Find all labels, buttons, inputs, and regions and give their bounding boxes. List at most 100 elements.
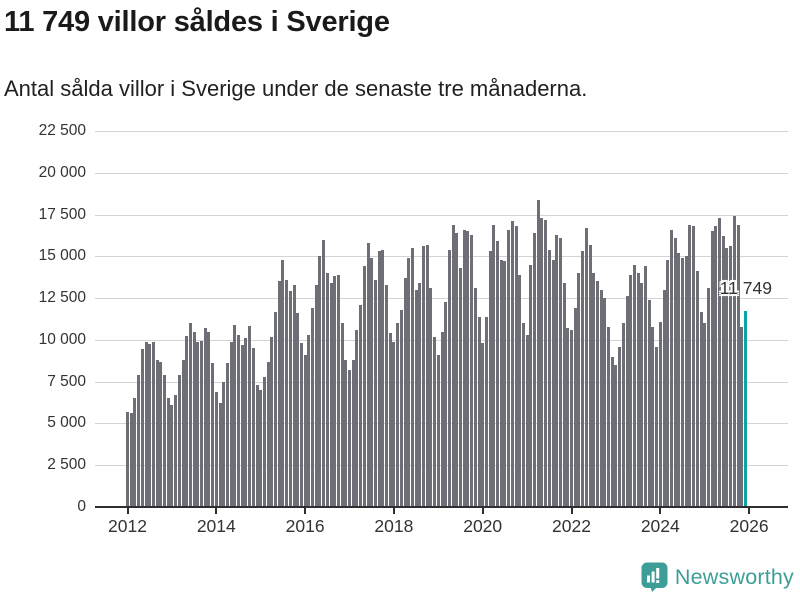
bar [222, 381, 226, 507]
bar [677, 253, 681, 507]
bar [362, 266, 366, 507]
bar [655, 346, 659, 507]
bar [429, 288, 433, 507]
bar [614, 365, 618, 507]
y-tick-label: 22 500 [38, 122, 86, 139]
y-tick-label: 15 000 [38, 247, 86, 265]
bar [177, 375, 181, 507]
bar [329, 283, 333, 507]
bar [625, 296, 629, 507]
bar [444, 301, 448, 507]
x-tick [748, 507, 751, 514]
bar [166, 397, 170, 507]
bar [303, 354, 307, 507]
bar [333, 276, 337, 507]
bar [418, 283, 422, 507]
bar [503, 261, 507, 507]
bar [618, 346, 622, 507]
x-tick-label: 2012 [108, 516, 147, 536]
bar [732, 216, 736, 507]
bar [185, 335, 189, 507]
bar [244, 338, 248, 507]
bar [466, 231, 470, 507]
bar [551, 259, 555, 507]
bar [385, 284, 388, 507]
x-tick-label: 2014 [196, 516, 236, 536]
bar [584, 227, 588, 507]
x-tick-label: 2026 [729, 516, 769, 536]
bar [514, 226, 518, 507]
bar [277, 281, 281, 507]
bar [373, 279, 377, 507]
bar [133, 397, 137, 507]
bar [729, 246, 733, 507]
bar [203, 328, 207, 507]
bar [425, 244, 429, 507]
bar [496, 241, 499, 507]
bar [285, 279, 289, 507]
x-tick-label: 2024 [640, 516, 680, 536]
bar [251, 348, 255, 507]
bar [163, 375, 166, 507]
bar [299, 343, 303, 507]
bar [148, 344, 152, 507]
bar [214, 391, 218, 507]
y-tick-label: 20 000 [38, 163, 86, 181]
bar [359, 304, 363, 507]
bar [488, 251, 492, 507]
bar [336, 274, 340, 507]
bar [270, 336, 274, 507]
bar [155, 359, 159, 507]
bar [351, 359, 355, 507]
bar [188, 323, 192, 507]
bar [255, 385, 259, 507]
newsworthy-brand-link[interactable]: Newsworthy [641, 562, 794, 592]
bar [603, 298, 607, 507]
bar [262, 376, 266, 507]
x-tick-label: 2022 [552, 516, 591, 536]
bar [695, 271, 699, 507]
bar [392, 341, 396, 507]
bar [669, 229, 673, 507]
bar [200, 340, 203, 507]
bar [403, 278, 407, 507]
bar [684, 256, 688, 507]
bar [159, 361, 163, 507]
bar [459, 268, 462, 507]
bar [325, 273, 329, 507]
bar [307, 334, 311, 507]
gridline [95, 131, 788, 132]
bar [644, 266, 647, 507]
bar [447, 249, 451, 507]
bar [558, 238, 562, 507]
bar [740, 326, 744, 507]
x-tick-label: 2020 [463, 516, 503, 536]
bar [521, 323, 525, 507]
bar [348, 370, 351, 507]
bar [433, 336, 437, 507]
bar [547, 249, 551, 507]
bar [266, 361, 270, 507]
bar [621, 323, 625, 507]
x-tick [570, 507, 573, 514]
y-tick-label: 0 [77, 498, 86, 515]
bar [688, 224, 692, 507]
bar [640, 283, 644, 507]
bar [636, 273, 640, 507]
bar [144, 341, 148, 507]
bar [237, 334, 240, 507]
bar [233, 324, 237, 507]
bar [370, 258, 374, 507]
bar [525, 334, 529, 507]
bar [570, 329, 573, 507]
y-tick-label: 7 500 [47, 372, 86, 390]
brand-name[interactable]: Newsworthy [674, 564, 794, 589]
gridline [95, 256, 788, 258]
latest-value-label: 11 749 [719, 278, 772, 298]
bar [259, 390, 263, 507]
bar [129, 413, 133, 507]
bar [555, 234, 559, 507]
bar [518, 274, 522, 507]
